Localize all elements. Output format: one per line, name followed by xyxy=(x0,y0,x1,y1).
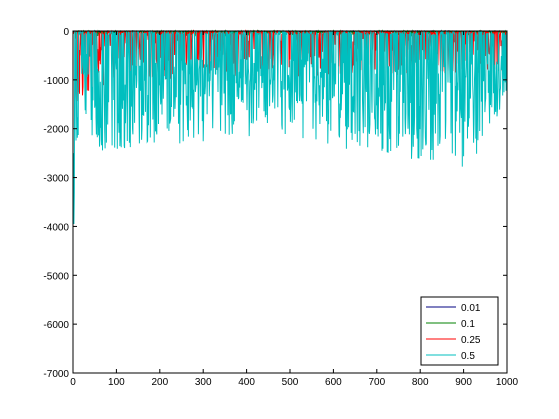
y-tick-label: -5000 xyxy=(43,271,69,282)
y-tick-label: -2000 xyxy=(43,125,69,136)
y-tick-label: -1000 xyxy=(43,76,69,87)
y-tick-label: -3000 xyxy=(43,174,69,185)
x-tick-label: 800 xyxy=(412,377,429,388)
x-tick-label: 700 xyxy=(368,377,385,388)
y-tick-label: -4000 xyxy=(43,222,69,233)
legend-box xyxy=(420,296,499,366)
legend: 0.01 0.1 0.25 0.5 xyxy=(420,296,499,366)
legend-label-0-25: 0.25 xyxy=(461,335,481,346)
y-tick-label: 0 xyxy=(63,27,69,38)
x-tick-label: 400 xyxy=(238,377,255,388)
legend-label-0-5: 0.5 xyxy=(461,351,475,362)
x-tick-label: 300 xyxy=(195,377,212,388)
legend-label-0-01: 0.01 xyxy=(461,303,481,314)
x-tick-label: 500 xyxy=(282,377,299,388)
x-tick-label: 200 xyxy=(151,377,168,388)
x-tick-label: 100 xyxy=(108,377,125,388)
x-tick-label: 0 xyxy=(70,377,76,388)
x-tick-label: 1000 xyxy=(496,377,519,388)
y-tick-label: -6000 xyxy=(43,320,69,331)
series-line-0-5 xyxy=(72,29,508,225)
legend-label-0-1: 0.1 xyxy=(461,319,475,330)
axis-ticks: 0 100 200 300 400 500 600 700 800 900 1000 0 -1000 -2… xyxy=(43,27,518,388)
x-tick-label: 900 xyxy=(455,377,472,388)
y-tick-label: -7000 xyxy=(43,369,69,380)
x-tick-label: 600 xyxy=(325,377,342,388)
